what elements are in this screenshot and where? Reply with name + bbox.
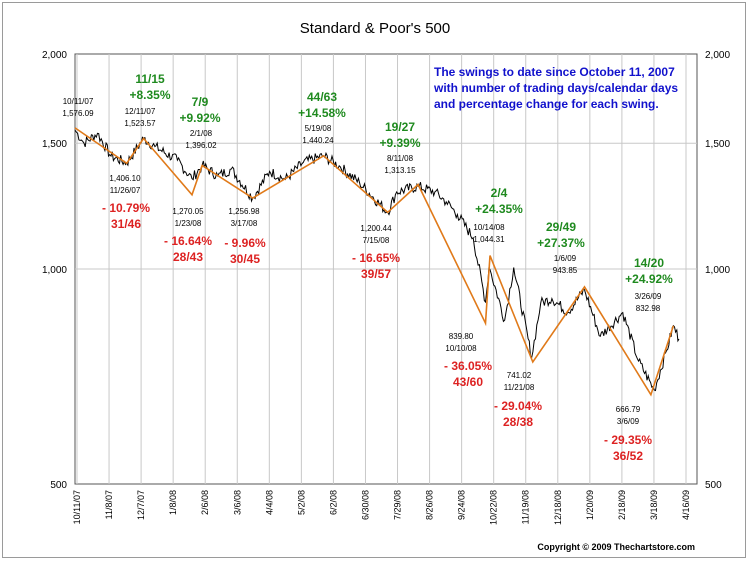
annotation-note: 3/26/09 — [635, 292, 662, 301]
annotation-gain: 14/20 — [634, 256, 664, 270]
x-tick-label: 1/8/08 — [168, 490, 178, 515]
x-tick-label: 12/18/08 — [553, 490, 563, 525]
annotation-loss: - 9.96% — [224, 236, 266, 250]
annotation-note: 1,406.10 — [109, 174, 141, 183]
annotation-note: 10/14/08 — [473, 223, 505, 232]
annotation-loss: - 36.05% — [444, 359, 492, 373]
annotation-loss: - 16.64% — [164, 234, 212, 248]
annotation-note: 7/15/08 — [363, 236, 390, 245]
annotation-gain: +9.39% — [379, 136, 420, 150]
info-line: The swings to date since October 11, 200… — [434, 65, 675, 79]
x-tick-label: 3/6/08 — [232, 490, 242, 515]
y-tick-label-left: 500 — [50, 480, 67, 491]
y-tick-label-left: 1,500 — [42, 139, 67, 150]
annotation-gain: 19/27 — [385, 120, 415, 134]
x-tick-label: 10/11/07 — [72, 490, 82, 524]
annotation-note: 1/6/09 — [554, 254, 577, 263]
copyright: Copyright © 2009 Thechartstore.com — [537, 542, 695, 552]
annotation-loss: 30/45 — [230, 252, 260, 266]
x-tick-label: 2/18/09 — [617, 490, 627, 520]
annotation-gain: 44/63 — [307, 90, 337, 104]
annotation-loss: - 29.04% — [494, 399, 542, 413]
y-tick-label-right: 1,500 — [705, 139, 730, 150]
y-tick-label-left: 1,000 — [42, 265, 67, 276]
x-tick-label: 8/26/08 — [425, 490, 435, 520]
y-tick-label-right: 500 — [705, 480, 722, 491]
annotation-loss: 28/43 — [173, 250, 203, 264]
annotation-note: 1,256.98 — [228, 207, 260, 216]
annotation-gain: +8.35% — [129, 88, 170, 102]
x-tick-label: 6/30/08 — [360, 490, 370, 520]
annotation-loss: - 16.65% — [352, 251, 400, 265]
annotation-note: 2/1/08 — [190, 129, 213, 138]
x-axis: 10/11/07 11/8/07 12/7/07 1/8/08 2/6/08 3/6/08… — [72, 490, 691, 525]
annotation-note: 11/21/08 — [504, 383, 535, 392]
annotation-note: 666.79 — [616, 405, 641, 414]
annotation-note: 1,576.09 — [62, 109, 94, 118]
annotation-loss: 36/52 — [613, 449, 643, 463]
y-tick-label-right: 1,000 — [705, 265, 730, 276]
x-tick-label: 4/4/08 — [264, 490, 274, 515]
grid — [75, 54, 697, 484]
annotation-note: 8/11/08 — [387, 154, 414, 163]
annotation-gain: 7/9 — [192, 95, 209, 109]
info-line: with number of trading days/calendar day… — [433, 81, 678, 95]
annotation-note: 3/17/08 — [231, 219, 258, 228]
x-tick-label: 9/24/08 — [457, 490, 467, 520]
annotation-note: 741.02 — [507, 371, 532, 380]
annotation-loss: - 29.35% — [604, 433, 652, 447]
annotations: 10/11/07 1,576.09 11/15 +8.35% 12/11/07 1,523… — [62, 72, 673, 463]
swing-line — [74, 127, 675, 397]
annotation-note: 1,200.44 — [360, 224, 392, 233]
x-tick-label: 11/8/07 — [104, 490, 114, 519]
annotation-note: 1,313.15 — [384, 166, 416, 175]
annotation-note: 1,044.31 — [473, 235, 505, 244]
annotation-note: 11/26/07 — [110, 186, 141, 195]
x-tick-label: 11/19/08 — [521, 490, 531, 524]
annotation-gain: +14.58% — [298, 106, 346, 120]
annotation-note: 1,396.02 — [185, 141, 217, 150]
x-tick-label: 2/6/08 — [200, 490, 210, 515]
annotation-gain: +24.92% — [625, 272, 673, 286]
x-tick-label: 10/22/08 — [489, 490, 499, 525]
annotation-note: 839.80 — [449, 332, 474, 341]
annotation-loss: - 10.79% — [102, 201, 150, 215]
annotation-note: 5/19/08 — [305, 124, 332, 133]
x-tick-label: 1/20/09 — [585, 490, 595, 520]
annotation-gain: 2/4 — [491, 186, 508, 200]
annotation-loss: 39/57 — [361, 267, 391, 281]
y-axis: 2,000 2,000 1,500 1,500 1,000 1,000 500 500 — [42, 50, 730, 491]
y-tick-label-right: 2,000 — [705, 50, 730, 61]
x-tick-label: 4/16/09 — [681, 490, 691, 520]
annotation-note: 943.85 — [553, 266, 578, 275]
annotation-loss: 31/46 — [111, 217, 141, 231]
annotation-note: 832.98 — [636, 304, 661, 313]
price-line — [74, 129, 680, 392]
annotation-loss: 43/60 — [453, 375, 483, 389]
annotation-note: 10/10/08 — [445, 344, 477, 353]
x-tick-label: 5/2/08 — [296, 490, 306, 515]
annotation-loss: 28/38 — [503, 415, 533, 429]
annotation-gain: +27.37% — [537, 236, 585, 250]
annotation-note: 1,523.57 — [124, 119, 156, 128]
x-tick-label: 3/18/09 — [649, 490, 659, 520]
annotation-note: 1,270.05 — [172, 207, 204, 216]
annotation-note: 1/23/08 — [175, 219, 202, 228]
y-tick-label-left: 2,000 — [42, 50, 67, 61]
annotation-note: 12/11/07 — [125, 107, 156, 116]
annotation-gain: 11/15 — [135, 72, 165, 86]
x-tick-label: 6/2/08 — [328, 490, 338, 515]
info-line: and percentage change for each swing. — [434, 97, 659, 111]
annotation-note: 3/6/09 — [617, 417, 640, 426]
annotation-note: 1,440.24 — [302, 136, 334, 145]
x-tick-label: 12/7/07 — [136, 490, 146, 520]
chart-title: Standard & Poor's 500 — [300, 20, 450, 37]
x-tick-label: 7/29/08 — [393, 490, 403, 520]
annotation-gain: 29/49 — [546, 220, 576, 234]
info-box: The swings to date since October 11, 200… — [433, 65, 678, 111]
annotation-note: 10/11/07 — [63, 97, 94, 106]
annotation-gain: +24.35% — [475, 202, 523, 216]
annotation-gain: +9.92% — [179, 111, 220, 125]
